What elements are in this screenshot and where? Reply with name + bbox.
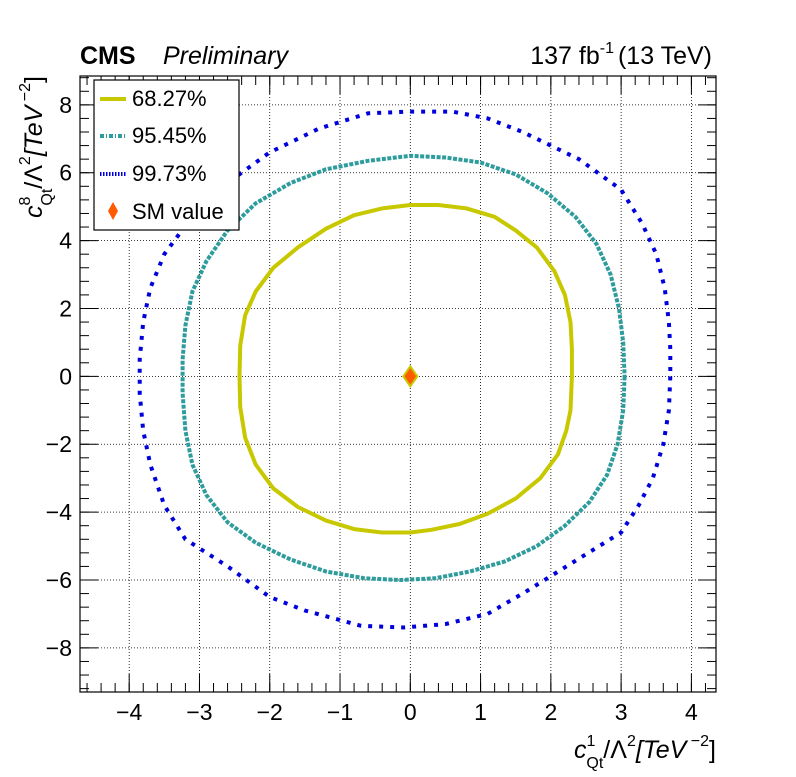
legend-box (93, 79, 240, 231)
y-tick-label: 2 (59, 295, 72, 321)
x-tick-label: −1 (327, 699, 353, 725)
x-tick-label: 2 (544, 699, 557, 725)
x-tick-label: 0 (404, 699, 417, 725)
plot-frame (79, 75, 717, 693)
y-tick-label: 0 (59, 363, 72, 389)
legend: 68.27% 95.45% 99.73% SM value (93, 79, 240, 231)
axis-tick-labels: −4 −3 −2 −1 0 1 2 3 4 −8 −6 −4 −2 0 2 4 6 8 (46, 92, 698, 725)
x-axis-title: c1 Qt/Λ2[TeV −2] (574, 733, 716, 772)
lumi-energy-label: 137 fb-1 (13 TeV) (530, 40, 712, 70)
legend-label-95: 95.45% (132, 123, 207, 148)
y-tick-label: −6 (46, 567, 72, 593)
y-tick-label: 8 (59, 92, 72, 118)
sm-value-marker (402, 364, 419, 389)
y-tick-label: −2 (46, 431, 72, 457)
legend-label-68: 68.27% (132, 86, 207, 111)
y-axis-title-group: c8 Qt/Λ2[TeV −2] (17, 76, 56, 218)
x-tick-label: −2 (257, 699, 283, 725)
energy-label: (13 TeV) (618, 42, 712, 70)
lumi-exponent: -1 (600, 40, 614, 57)
experiment-label: CMS (80, 42, 136, 70)
legend-label-99: 99.73% (132, 161, 207, 186)
y-tick-label: −4 (46, 499, 72, 525)
axis-ticks (80, 76, 716, 692)
contour-99 (137, 109, 673, 630)
contour-series (137, 109, 673, 630)
status-label: Preliminary (163, 42, 290, 70)
y-tick-label: 6 (59, 160, 72, 186)
legend-swatch-sm (108, 202, 118, 220)
y-tick-label: 4 (59, 228, 72, 254)
y-axis-title: c8 Qt/Λ2[TeV −2] (17, 76, 56, 218)
y-tick-label: −8 (46, 635, 72, 661)
contour-68 (237, 203, 574, 535)
x-tick-label: 3 (615, 699, 628, 725)
x-tick-label: −4 (116, 699, 142, 725)
x-tick-label: 4 (685, 699, 698, 725)
x-tick-label: 1 (474, 699, 487, 725)
contour-95 (180, 153, 627, 582)
x-tick-label: −3 (186, 699, 212, 725)
lumi-value: 137 fb (530, 42, 600, 70)
legend-label-sm: SM value (132, 199, 224, 224)
